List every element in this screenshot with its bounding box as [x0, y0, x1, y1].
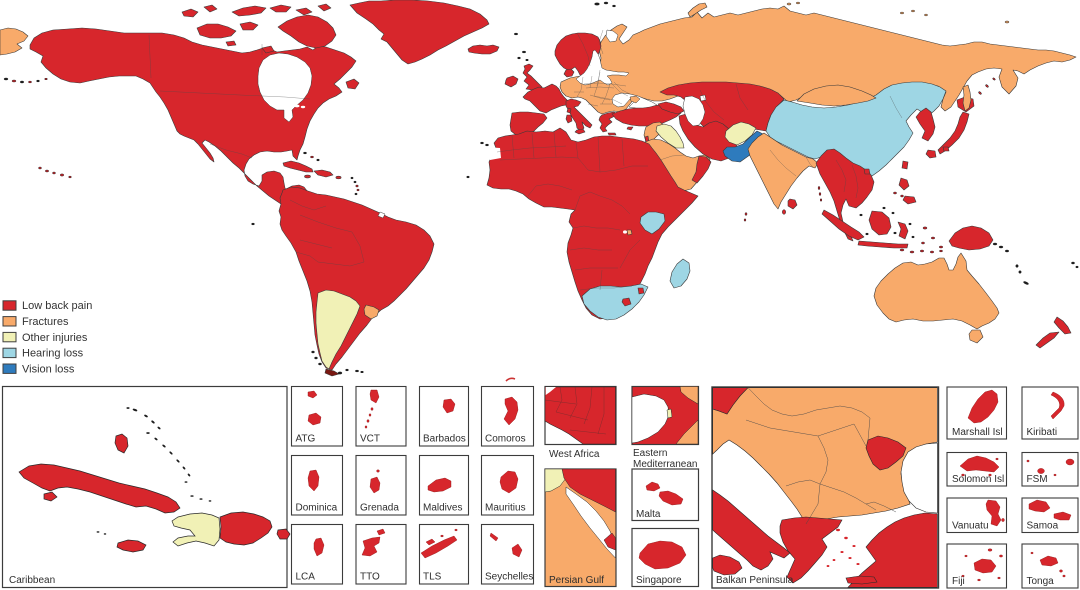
svg-text:Mauritius: Mauritius — [485, 503, 526, 514]
svg-text:Fractures: Fractures — [22, 316, 69, 328]
svg-text:Other injuries: Other injuries — [22, 332, 88, 344]
svg-text:Vanuatu: Vanuatu — [952, 521, 989, 532]
svg-text:VCT: VCT — [360, 434, 380, 445]
svg-text:Eastern: Eastern — [633, 448, 667, 459]
svg-text:Samoa: Samoa — [1027, 521, 1059, 532]
svg-text:Kiribati: Kiribati — [1027, 427, 1058, 438]
svg-text:West Africa: West Africa — [549, 449, 600, 460]
svg-text:Vision loss: Vision loss — [22, 363, 75, 375]
svg-text:Persian Gulf: Persian Gulf — [549, 575, 604, 586]
svg-text:Grenada: Grenada — [360, 503, 399, 514]
svg-text:Barbados: Barbados — [423, 434, 466, 445]
svg-text:Malta: Malta — [636, 509, 661, 520]
svg-text:Low back pain: Low back pain — [22, 300, 92, 312]
svg-text:Seychelles: Seychelles — [485, 572, 533, 583]
svg-text:Dominica: Dominica — [296, 503, 338, 514]
svg-text:LCA: LCA — [296, 572, 316, 583]
svg-text:TLS: TLS — [423, 572, 442, 583]
svg-text:Maldives: Maldives — [423, 503, 462, 514]
svg-text:Marshall Isl: Marshall Isl — [952, 427, 1003, 438]
svg-text:Balkan Peninsula: Balkan Peninsula — [716, 575, 794, 586]
svg-text:Caribbean: Caribbean — [9, 575, 55, 586]
svg-text:Fiji: Fiji — [952, 576, 965, 587]
svg-text:Solomon Isl: Solomon Isl — [952, 474, 1004, 485]
svg-text:FSM: FSM — [1027, 474, 1048, 485]
svg-text:ATG: ATG — [296, 434, 316, 445]
svg-text:Singapore: Singapore — [636, 575, 682, 586]
svg-text:TTO: TTO — [360, 572, 380, 583]
svg-text:Hearing loss: Hearing loss — [22, 348, 84, 360]
svg-text:Mediterranean: Mediterranean — [633, 459, 697, 470]
svg-text:Tonga: Tonga — [1027, 576, 1055, 587]
svg-text:Comoros: Comoros — [485, 434, 526, 445]
